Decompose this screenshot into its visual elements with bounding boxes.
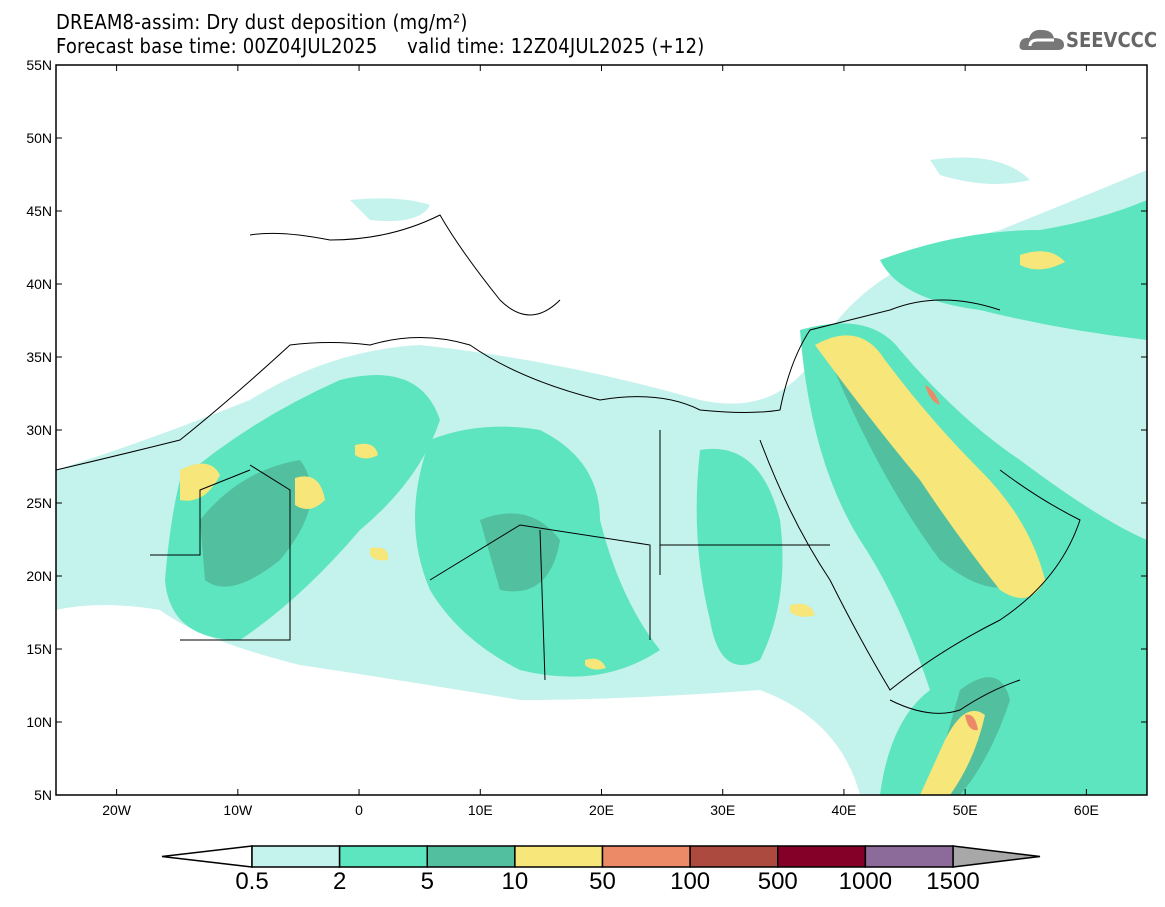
colorbar-label: 100: [670, 868, 711, 895]
lon-label: 60E: [1074, 802, 1099, 818]
colorbar-swatch: [426, 845, 516, 868]
dust-contour-50: [925, 385, 940, 405]
coastlines: [55, 214, 1081, 714]
forecast-time: Forecast base time: 00Z04JUL2025 valid t…: [56, 34, 705, 58]
dust-contour-0.5: [930, 157, 1030, 184]
lat-label: 30N: [26, 422, 52, 438]
dust-contour-10: [1020, 251, 1065, 270]
colorbar-over-arrow: [952, 845, 1041, 868]
lat-label: 55N: [26, 57, 52, 73]
colorbar-label: 0.5: [235, 868, 269, 895]
lat-label: 25N: [26, 495, 52, 511]
lat-label: 35N: [26, 349, 52, 365]
dust-contour-5: [200, 460, 312, 587]
dust-contour-50: [965, 714, 978, 731]
colorbar: [161, 845, 1041, 868]
map-title: DREAM8-assim: Dry dust deposition (mg/m²…: [56, 10, 468, 34]
colorbar-swatch: [777, 845, 867, 868]
border-line: [429, 524, 651, 681]
colorbar-label: 500: [757, 868, 798, 895]
lon-label: 50E: [953, 802, 978, 818]
lon-label: 0: [355, 802, 363, 818]
colorbar-label: 10: [501, 868, 529, 895]
colorbar-under-arrow: [161, 845, 253, 868]
dust-contour-2: [880, 200, 1147, 340]
lat-label: 20N: [26, 568, 52, 584]
logo-text: SEEVCCC: [1066, 28, 1158, 52]
border-line: [55, 299, 1001, 471]
dust-contour-0.5: [350, 198, 430, 221]
colorbar-label: 50: [589, 868, 616, 895]
lat-label: 10N: [26, 714, 52, 730]
colorbar-swatch: [601, 845, 691, 868]
dust-contour-10: [790, 603, 815, 617]
dust-contour-10: [355, 443, 378, 459]
dust-contour-10: [180, 463, 220, 501]
border-line: [659, 430, 830, 575]
lat-label: 45N: [26, 203, 52, 219]
colorbar-label: 1500: [926, 868, 980, 895]
dust-contour-10: [920, 710, 985, 795]
lon-label: 30E: [710, 802, 735, 818]
colorbar-label: 2: [332, 868, 347, 895]
border-line: [759, 439, 1081, 691]
colorbar-swatch: [338, 845, 428, 868]
dust-contour-0.5: [56, 170, 1147, 795]
dust-contour-2: [696, 448, 783, 665]
lat-label: 40N: [26, 276, 52, 292]
lat-label: 50N: [26, 130, 52, 146]
colorbar-swatch: [251, 845, 341, 868]
colorbar-swatch: [689, 845, 779, 868]
dust-contour-10: [585, 658, 606, 670]
border-line: [249, 214, 561, 316]
dust-contour-10: [295, 476, 325, 509]
dust-contour-10: [370, 547, 389, 561]
lon-label: 40E: [831, 802, 856, 818]
lon-label: 10E: [468, 802, 493, 818]
seevccc-logo: SEEVCCC: [1018, 26, 1157, 54]
lat-label: 5N: [34, 787, 52, 803]
border-line: [150, 464, 291, 641]
colorbar-label: 1000: [838, 868, 893, 895]
colorbar-label: 5: [420, 868, 434, 895]
dust-fields: [56, 157, 1147, 795]
colorbar-swatch: [514, 845, 604, 868]
lon-label: 20E: [589, 802, 614, 818]
cloud-icon: [1019, 29, 1064, 50]
dust-contour-10: [815, 335, 1045, 598]
lon-label: 20W: [102, 802, 132, 818]
lon-label: 10W: [223, 802, 253, 818]
colorbar-swatch: [864, 845, 954, 868]
border-line: [889, 679, 1021, 714]
lat-label: 15N: [26, 641, 52, 657]
